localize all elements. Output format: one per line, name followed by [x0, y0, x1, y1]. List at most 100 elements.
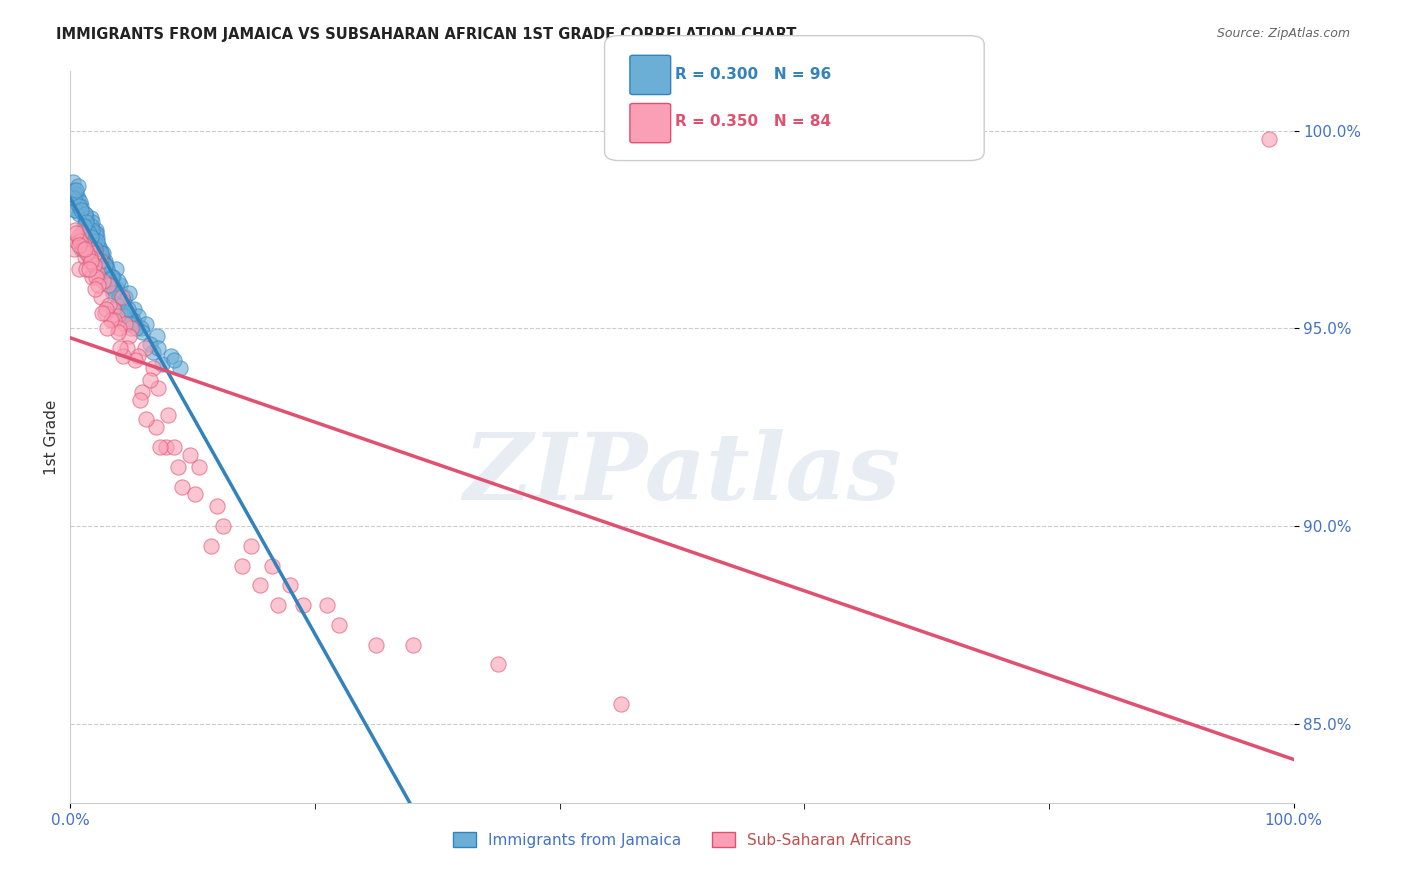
Point	[150, 357, 173, 371]
Point	[149, 440, 172, 454]
Point	[240, 539, 263, 553]
Point	[89, 242, 111, 256]
Point	[69, 235, 91, 249]
Point	[79, 250, 101, 264]
Point	[65, 235, 87, 249]
Point	[66, 191, 89, 205]
Point	[79, 230, 101, 244]
Point	[105, 298, 128, 312]
Point	[108, 321, 131, 335]
Point	[86, 235, 108, 249]
Point	[100, 269, 122, 284]
Point	[80, 211, 103, 225]
Point	[366, 638, 388, 652]
Point	[107, 274, 129, 288]
Point	[84, 227, 107, 241]
Point	[291, 598, 314, 612]
Point	[63, 242, 86, 256]
Point	[94, 258, 117, 272]
Point	[118, 329, 141, 343]
Point	[77, 242, 100, 256]
Point	[93, 258, 115, 272]
Point	[67, 238, 90, 252]
Point	[111, 293, 134, 308]
Point	[1258, 131, 1281, 145]
Point	[163, 353, 186, 368]
Point	[125, 321, 148, 335]
Point	[87, 262, 110, 277]
Point	[63, 202, 86, 217]
Point	[139, 373, 162, 387]
Point	[73, 207, 96, 221]
Point	[205, 500, 228, 514]
Point	[96, 262, 118, 277]
Point	[212, 519, 235, 533]
Point	[83, 235, 105, 249]
Point	[91, 305, 114, 319]
Point	[75, 214, 97, 228]
Point	[97, 266, 120, 280]
Point	[80, 219, 103, 233]
Point	[135, 318, 157, 332]
Text: ZIPatlas: ZIPatlas	[464, 429, 900, 518]
Point	[131, 384, 153, 399]
Point	[115, 341, 138, 355]
Point	[103, 313, 125, 327]
Point	[122, 301, 145, 316]
Point	[73, 242, 96, 256]
Point	[488, 657, 510, 672]
Point	[129, 321, 152, 335]
Point	[110, 277, 132, 292]
Point	[73, 238, 96, 252]
Point	[83, 238, 105, 252]
Point	[129, 392, 152, 407]
Point	[107, 326, 129, 340]
Point	[96, 321, 118, 335]
Point	[80, 230, 103, 244]
Point	[65, 194, 87, 209]
Point	[249, 578, 271, 592]
Point	[67, 262, 90, 277]
Point	[83, 246, 105, 260]
Point	[83, 282, 105, 296]
Point	[170, 479, 193, 493]
Point	[124, 353, 146, 368]
Point	[82, 222, 104, 236]
Point	[139, 337, 162, 351]
Point	[84, 269, 107, 284]
Point	[163, 440, 186, 454]
Point	[86, 266, 108, 280]
Point	[117, 301, 139, 316]
Point	[83, 242, 105, 256]
Point	[280, 578, 302, 592]
Point	[402, 638, 425, 652]
Point	[112, 310, 135, 324]
Point	[77, 227, 100, 241]
Point	[127, 310, 149, 324]
Point	[179, 448, 201, 462]
Point	[169, 360, 191, 375]
Point	[231, 558, 253, 573]
Point	[167, 459, 190, 474]
Point	[97, 277, 120, 292]
Point	[105, 310, 128, 324]
Point	[63, 183, 86, 197]
Point	[76, 219, 98, 233]
Point	[73, 230, 96, 244]
Point	[135, 412, 157, 426]
Point	[98, 277, 121, 292]
Point	[142, 345, 165, 359]
Point	[65, 183, 87, 197]
Point	[115, 305, 138, 319]
Point	[131, 326, 153, 340]
Point	[75, 219, 97, 233]
Point	[80, 254, 103, 268]
Point	[98, 274, 121, 288]
Point	[108, 290, 131, 304]
Point	[134, 341, 156, 355]
Point	[84, 222, 107, 236]
Point	[62, 175, 84, 189]
Point	[111, 349, 134, 363]
Point	[91, 274, 114, 288]
Point	[127, 349, 149, 363]
